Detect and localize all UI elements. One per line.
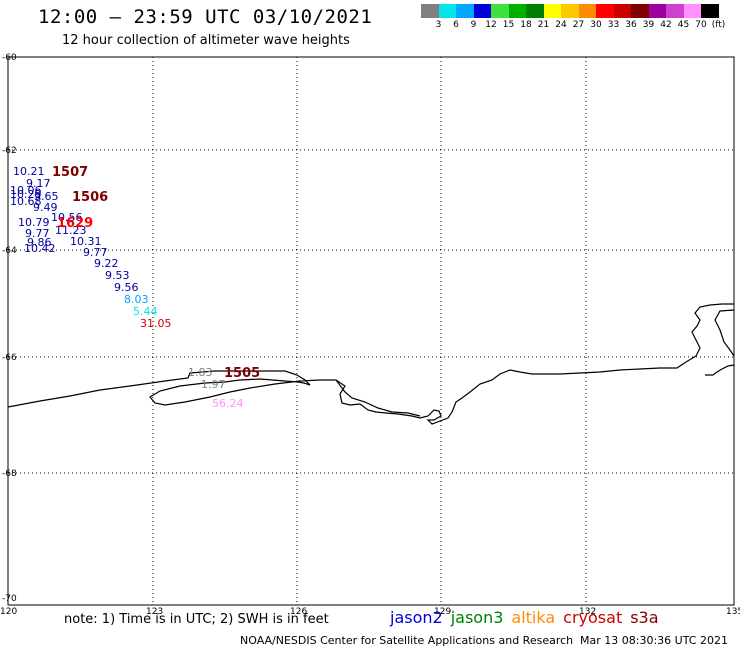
wave-height-value: 31.05 xyxy=(140,317,172,330)
wave-height-value: 1.83 xyxy=(188,366,213,379)
legend-label: 39 xyxy=(642,20,655,30)
satellite-name: altika xyxy=(511,608,556,627)
legend-label: (ft) xyxy=(711,20,726,30)
wave-height-value: 9.17 xyxy=(26,177,51,190)
legend-label: 42 xyxy=(660,20,672,30)
latitude-label: -60 xyxy=(2,53,17,63)
satellite-name: s3a xyxy=(630,608,659,627)
wave-height-value: 9.77 xyxy=(83,246,108,259)
legend-label: 15 xyxy=(502,20,515,30)
latitude-label: -62 xyxy=(2,146,17,156)
latitude-label: -70 xyxy=(2,594,17,604)
wave-height-value: 10.06 xyxy=(10,184,42,197)
legend-label: 30 xyxy=(590,20,602,30)
pass-time-label: 1507 xyxy=(52,165,88,180)
wave-height-value: 10.31 xyxy=(70,235,102,248)
longitude-label: 132 xyxy=(579,607,596,617)
latitude-label: -64 xyxy=(2,246,17,256)
legend-label: 70 xyxy=(695,20,707,30)
wave-height-value: 5.44 xyxy=(133,305,158,318)
map-frame xyxy=(7,56,735,606)
longitude-label: 135 xyxy=(726,607,740,617)
wave-height-value: 56.24 xyxy=(212,397,244,410)
legend-label: 24 xyxy=(555,20,567,30)
units-note: note: 1) Time is in UTC; 2) SWH is in fe… xyxy=(64,612,329,627)
wave-height-value: 10.79 xyxy=(18,216,50,229)
pass-labels: 1507 1506 1629 1505 xyxy=(52,165,260,381)
satellite-name: jason2 xyxy=(390,608,443,627)
legend-swatch xyxy=(701,4,719,18)
legend-swatch xyxy=(508,4,526,18)
legend-label: 27 xyxy=(572,20,585,30)
legend-swatch xyxy=(543,4,561,18)
legend-label: 18 xyxy=(520,20,532,30)
generation-timestamp: Mar 13 08:30:36 UTC 2021 xyxy=(580,634,728,647)
wave-height-value: 10.56 xyxy=(51,211,83,224)
legend-swatch xyxy=(526,4,544,18)
legend-swatch xyxy=(631,4,649,18)
axis-labels: -60 -62 -64 -66 -68 -70 120 123 126 129 132 135 xyxy=(0,53,740,617)
longitude-label: 123 xyxy=(146,607,163,617)
wave-height-value: 10.42 xyxy=(24,242,56,255)
wave-height-value: 8.03 xyxy=(124,293,149,306)
legend-label: 45 xyxy=(677,20,690,30)
legend-swatch xyxy=(456,4,474,18)
legend-label: 36 xyxy=(625,20,637,30)
legend-swatch xyxy=(491,4,509,18)
satellite-legend: jason2 jason3 altika cryosat s3a xyxy=(390,608,667,627)
legend-swatch xyxy=(596,4,614,18)
legend-swatch xyxy=(421,4,439,18)
wave-height-value: 9.22 xyxy=(94,257,119,270)
pass-time-label: 1506 xyxy=(72,190,108,205)
legend-swatch xyxy=(666,4,684,18)
legend-label: 9 xyxy=(470,20,477,30)
wave-height-value: 10.68 xyxy=(10,195,42,208)
satellite-name: jason3 xyxy=(450,608,504,627)
wave-height-value: 9.65 xyxy=(34,190,59,203)
pass-time-label: 1505 xyxy=(224,366,260,381)
legend-swatch xyxy=(438,4,456,18)
pass-time-label: 1629 xyxy=(57,216,93,231)
legend-label: 21 xyxy=(537,20,550,30)
map-subtitle: 12 hour collection of altimeter wave hei… xyxy=(62,33,350,48)
latitude-label: -66 xyxy=(2,353,17,363)
grid-lines xyxy=(8,57,734,605)
coastline xyxy=(7,303,735,425)
legend-label: 12 xyxy=(485,20,497,30)
coastline-inner xyxy=(335,379,421,417)
legend-swatches xyxy=(421,4,740,18)
wave-height-value: 9.86 xyxy=(27,236,52,249)
legend-label: 33 xyxy=(607,20,620,30)
legend-swatch xyxy=(683,4,701,18)
wave-height-value: 9.77 xyxy=(25,227,50,240)
wave-height-value: 10.21 xyxy=(13,165,45,178)
wave-height-value: 11.23 xyxy=(55,224,87,237)
wave-height-value: 9.53 xyxy=(105,269,130,282)
latitude-label: -68 xyxy=(2,469,17,479)
legend-label: 3 xyxy=(435,20,442,30)
map-title: 12:00 – 23:59 UTC 03/10/2021 xyxy=(38,6,373,28)
wave-height-observations: 10.219.1710.0610.299.6510.689.4910.5610.… xyxy=(10,165,244,410)
longitude-label: 126 xyxy=(290,607,307,617)
legend-swatch xyxy=(473,4,491,18)
satellite-name: cryosat xyxy=(563,608,623,627)
legend-label: 6 xyxy=(453,20,459,30)
legend-swatch xyxy=(578,4,596,18)
color-legend: 3 6 9 12 15 18 21 24 27 30 33 36 39 42 45 70 (ft) xyxy=(421,4,740,32)
legend-swatch xyxy=(561,4,579,18)
wave-height-value: 9.49 xyxy=(33,201,58,214)
credit-text: NOAA/NESDIS Center for Satellite Applica… xyxy=(240,634,574,647)
longitude-label: 120 xyxy=(0,607,17,617)
longitude-label: 129 xyxy=(434,607,451,617)
wave-height-value: 1.97 xyxy=(201,378,226,391)
legend-labels: 3 6 9 12 15 18 21 24 27 30 33 36 39 42 45 70 (ft) xyxy=(421,18,740,32)
legend-swatch xyxy=(648,4,666,18)
legend-swatch xyxy=(613,4,631,18)
wave-height-value: 9.56 xyxy=(114,281,139,294)
wave-height-value: 10.29 xyxy=(10,188,42,201)
